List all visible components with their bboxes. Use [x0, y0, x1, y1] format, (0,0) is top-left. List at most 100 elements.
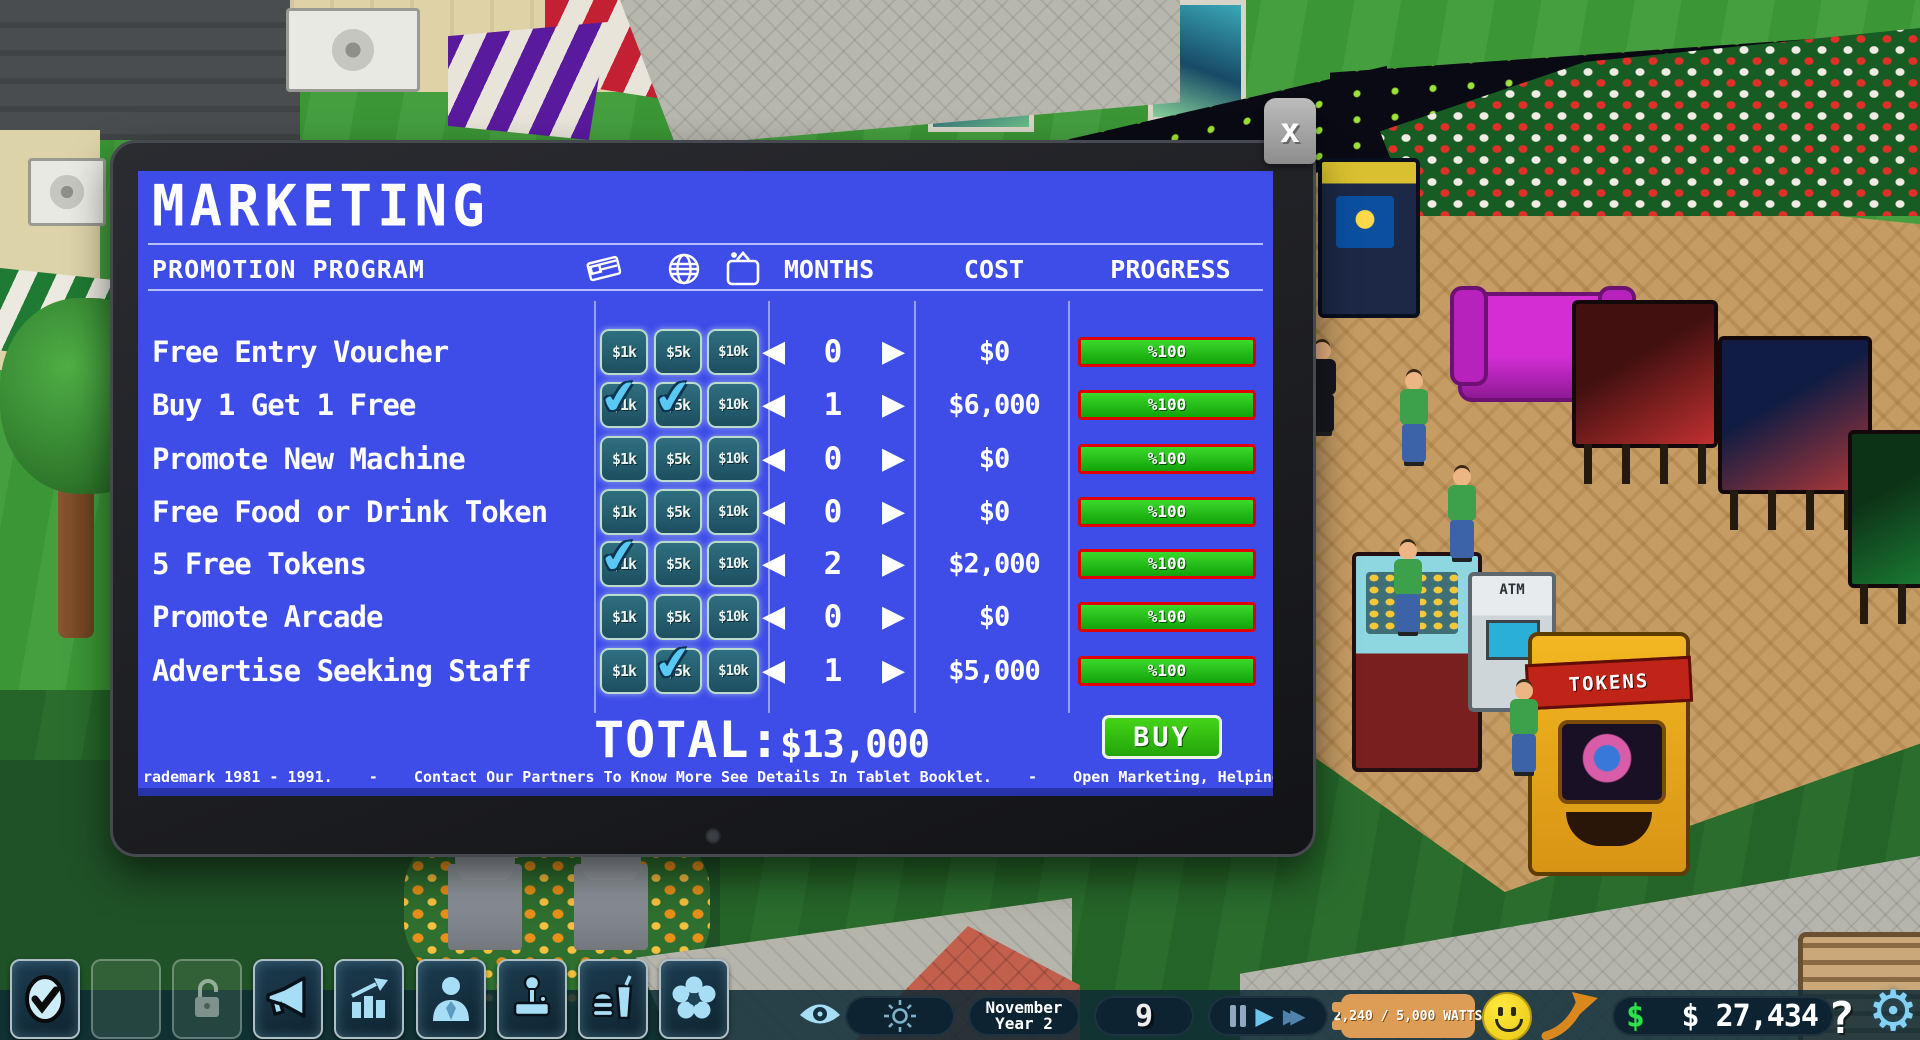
promo-row-free-entry-voucher: Free Entry Voucher $1k✔ $5k✔ $10k✔ ◀ 0 ▶…: [138, 325, 1273, 378]
staff-button[interactable]: [416, 959, 486, 1039]
months-decrease-button[interactable]: ◀: [762, 493, 786, 529]
sun-icon: [884, 1000, 916, 1032]
trend-arrow-icon[interactable]: [1540, 988, 1602, 1040]
fan-icon: [50, 175, 84, 209]
months-value: 0: [823, 598, 843, 635]
fast-forward-button[interactable]: ▶▶: [1282, 1004, 1306, 1028]
promo-5k-checkbox[interactable]: $5k✔: [654, 435, 702, 482]
promo-10k-checkbox[interactable]: $10k✔: [707, 647, 759, 694]
marketing-button[interactable]: [253, 959, 323, 1039]
happiness-indicator[interactable]: [1482, 992, 1532, 1040]
ac-unit: [286, 8, 420, 92]
promo-5k-checkbox[interactable]: $5k✔: [650, 633, 702, 694]
total-label: TOTAL:: [594, 711, 781, 769]
promo-name: Promote Arcade: [152, 599, 383, 634]
food-button[interactable]: [578, 959, 648, 1039]
promo-5k-checkbox[interactable]: $5k✔: [654, 488, 702, 535]
progress-bar: %100: [1078, 496, 1256, 527]
date-indicator: November Year 2: [968, 996, 1080, 1036]
person-head: [1405, 372, 1423, 390]
day-indicator: 9: [1094, 996, 1194, 1036]
months-increase-button[interactable]: ▶: [882, 652, 906, 688]
token-machine-mouth: [1566, 812, 1652, 846]
column-header-months: MONTHS: [783, 255, 875, 284]
promo-5k-checkbox[interactable]: $5k✔: [654, 328, 702, 375]
months-increase-button[interactable]: ▶: [882, 493, 906, 529]
promo-5k-checkbox[interactable]: $5k✔: [654, 540, 702, 587]
promo-row-5-free-tokens: 5 Free Tokens $1k✔ $5k✔ $10k✔ ◀ 2 ▶ $2,0…: [138, 526, 1273, 590]
person-torso: [1394, 559, 1422, 595]
price-label: $10k: [718, 555, 749, 572]
buy-button[interactable]: BUY: [1102, 715, 1222, 759]
promo-1k-checkbox[interactable]: $1k✔: [600, 593, 648, 640]
panel-title: MARKETING: [152, 173, 490, 240]
price-label: $1k: [611, 607, 637, 626]
total-value: $13,000: [780, 723, 930, 766]
person-head: [1515, 682, 1533, 700]
months-decrease-button[interactable]: ◀: [762, 598, 786, 634]
settings-gear-icon[interactable]: ⚙: [1868, 979, 1919, 1040]
cost-value: $6,000: [948, 389, 1041, 420]
promo-10k-checkbox[interactable]: $10k✔: [707, 435, 759, 482]
months-decrease-button[interactable]: ◀: [762, 545, 786, 581]
promo-10k-checkbox[interactable]: $10k✔: [707, 381, 759, 428]
months-decrease-button[interactable]: ◀: [762, 386, 786, 422]
smiley-eye: [1511, 1007, 1516, 1016]
smiley-eye: [1498, 1007, 1503, 1016]
promo-10k-checkbox[interactable]: $10k✔: [707, 328, 759, 375]
pinball-machine: [1848, 430, 1920, 624]
game-speed-controls: ▶ ▶▶: [1208, 996, 1328, 1036]
person-torso: [1510, 699, 1538, 735]
dollar-icon: $: [1626, 998, 1645, 1034]
promo-10k-checkbox[interactable]: $10k✔: [707, 540, 759, 587]
promo-5k-checkbox[interactable]: $5k✔: [654, 593, 702, 640]
decorations-button[interactable]: [659, 959, 729, 1039]
promo-1k-checkbox[interactable]: $1k✔: [600, 328, 648, 375]
close-button[interactable]: x: [1264, 98, 1316, 164]
promo-1k-checkbox[interactable]: $1k✔: [596, 367, 648, 428]
price-label: $1k: [611, 554, 637, 573]
promo-10k-checkbox[interactable]: $10k✔: [707, 488, 759, 535]
tablet-screen: MARKETING PROMOTION PROGRAM: [138, 171, 1273, 796]
months-increase-button[interactable]: ▶: [882, 598, 906, 634]
machines-button[interactable]: [497, 959, 567, 1039]
promo-5k-checkbox[interactable]: $5k✔: [650, 367, 702, 428]
machine-legs: [1584, 444, 1706, 484]
months-increase-button[interactable]: ▶: [882, 545, 906, 581]
promo-10k-checkbox[interactable]: $10k✔: [707, 593, 759, 640]
pause-button[interactable]: [1230, 1005, 1247, 1027]
price-label: $5k: [665, 449, 691, 468]
promo-1k-checkbox[interactable]: $1k✔: [600, 647, 648, 694]
months-decrease-button[interactable]: ◀: [762, 652, 786, 688]
help-button[interactable]: ?: [1828, 993, 1855, 1040]
person-torso: [1400, 389, 1428, 425]
column-divider: [594, 301, 596, 713]
months-increase-button[interactable]: ▶: [882, 333, 906, 369]
promo-1k-checkbox[interactable]: $1k✔: [600, 435, 648, 482]
promo-1k-checkbox[interactable]: $1k✔: [596, 526, 648, 587]
divider: [148, 243, 1263, 245]
screen-bottom-strip: [138, 788, 1273, 796]
months-decrease-button[interactable]: ◀: [762, 333, 786, 369]
play-button[interactable]: ▶: [1255, 1002, 1274, 1030]
months-decrease-button[interactable]: ◀: [762, 440, 786, 476]
months-increase-button[interactable]: ▶: [882, 386, 906, 422]
unlock-button[interactable]: [172, 959, 242, 1039]
progress-bar: %100: [1078, 443, 1256, 474]
atm-sign: ATM: [1499, 582, 1525, 598]
stats-icon: [351, 978, 388, 1018]
stats-button[interactable]: [334, 959, 404, 1039]
progress-value: %100: [1147, 607, 1187, 626]
progress-value: %100: [1147, 502, 1187, 521]
visibility-eye-icon[interactable]: [798, 1000, 842, 1030]
check-icon: ✔: [596, 526, 643, 585]
price-label: $5k: [665, 554, 691, 573]
promo-1k-checkbox[interactable]: $1k✔: [600, 488, 648, 535]
unlock-icon: [195, 979, 219, 1017]
price-label: $10k: [718, 396, 749, 413]
months-increase-button[interactable]: ▶: [882, 440, 906, 476]
tasks-button[interactable]: [10, 959, 80, 1039]
person-head: [1313, 342, 1331, 360]
promo-row-promote-arcade: Promote Arcade $1k✔ $5k✔ $10k✔ ◀ 0 ▶ $0 …: [138, 590, 1273, 643]
